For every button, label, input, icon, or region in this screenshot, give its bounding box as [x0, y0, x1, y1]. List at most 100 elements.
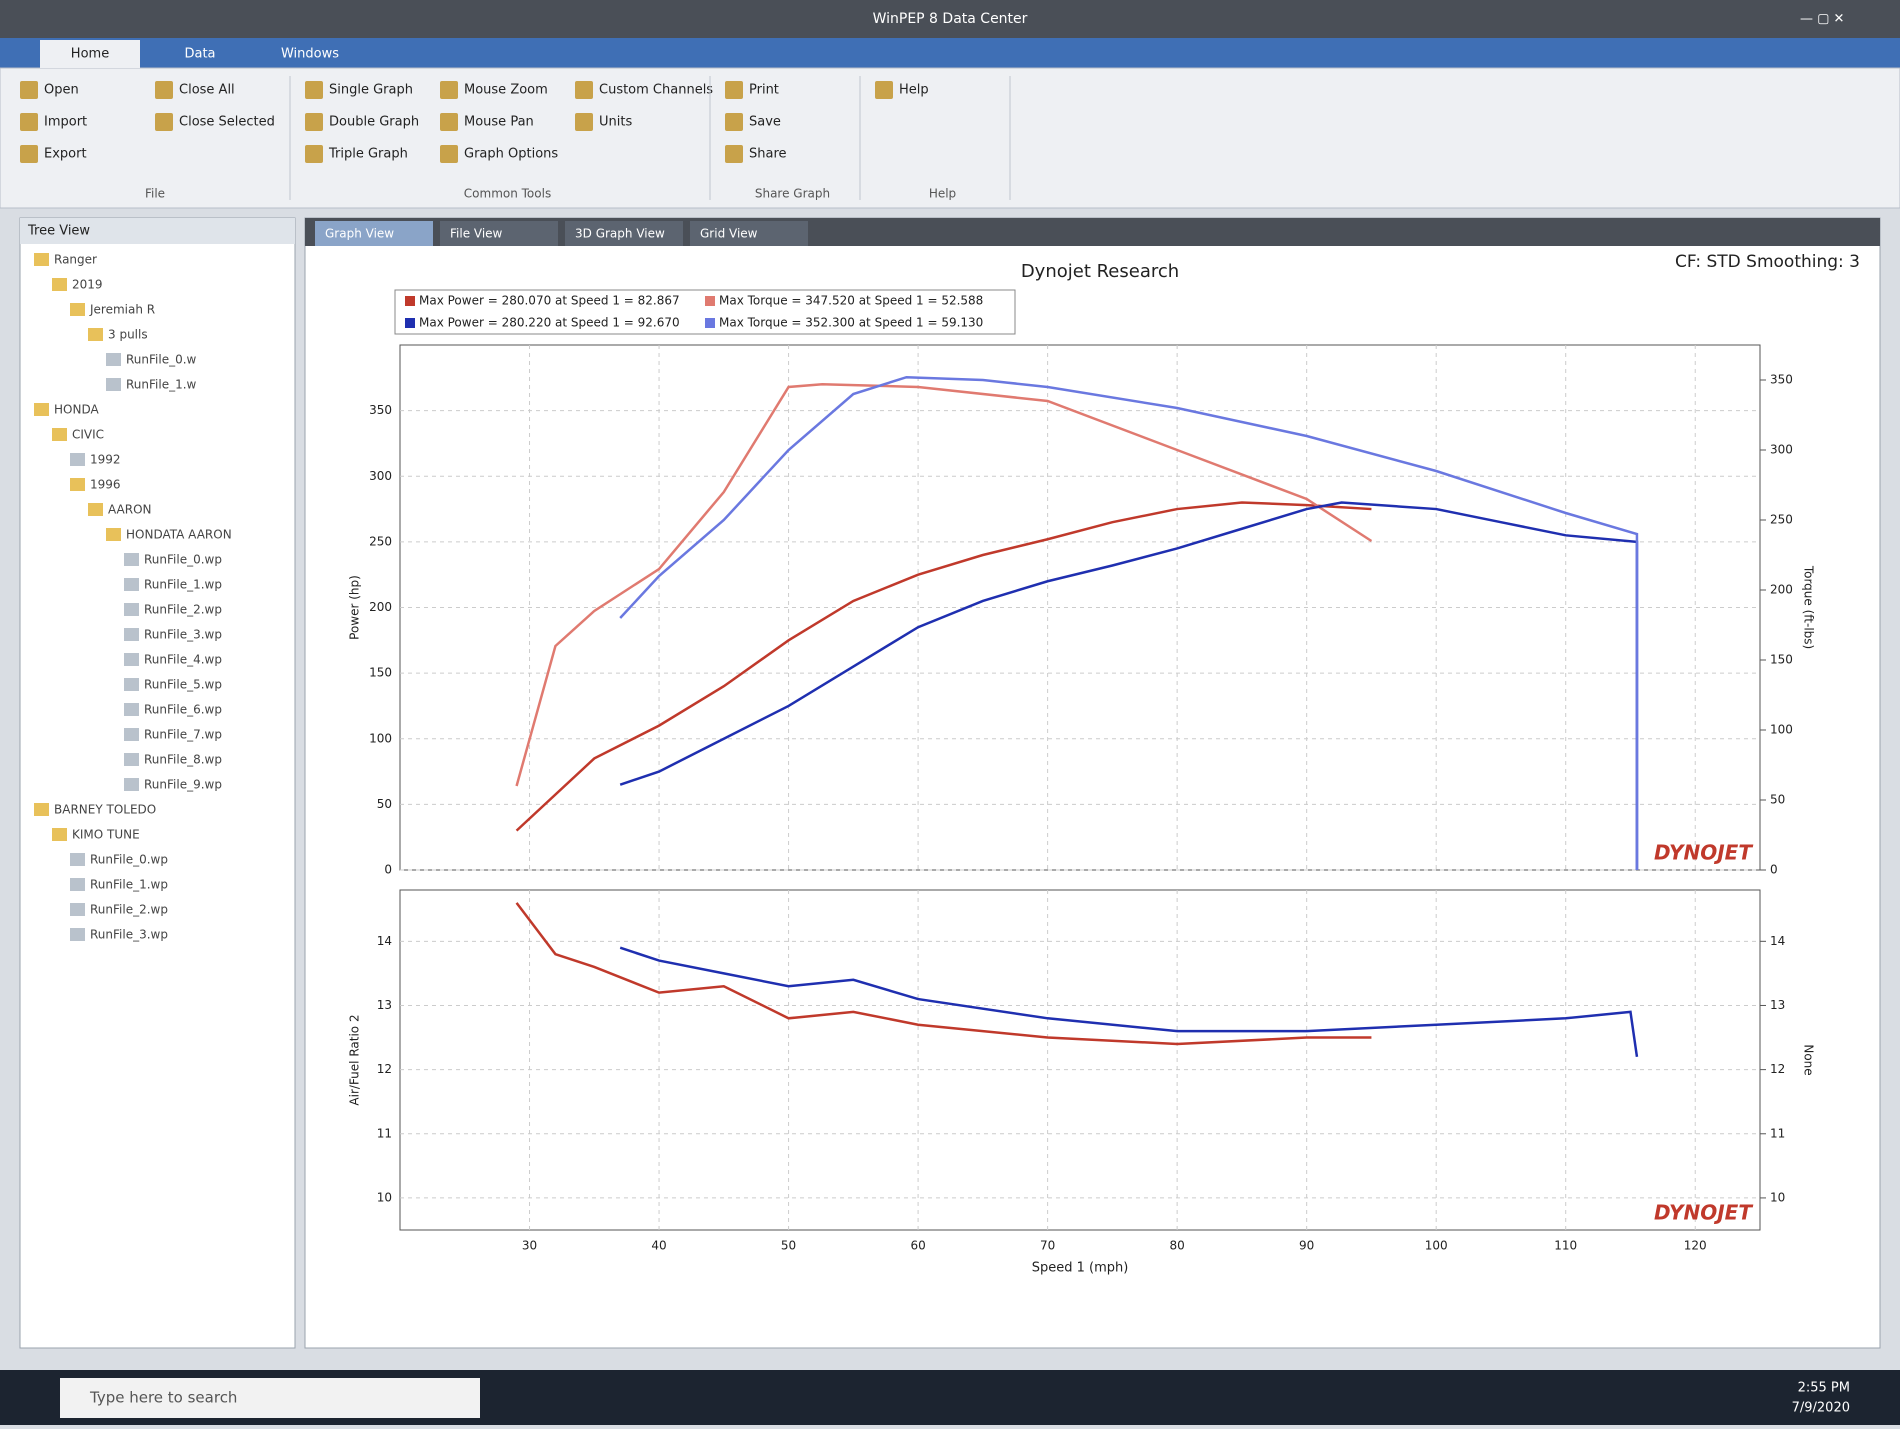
file-icon[interactable] [106, 378, 121, 391]
ribbon-button[interactable]: Mouse Zoom [464, 83, 548, 98]
tree-item[interactable]: RunFile_1.w [126, 378, 197, 392]
doc-tab-label[interactable]: 3D Graph View [575, 227, 665, 241]
doc-tab-label[interactable]: Grid View [700, 227, 758, 241]
file-icon[interactable] [70, 878, 85, 891]
tree-item[interactable]: 3 pulls [108, 328, 148, 342]
file-icon[interactable] [70, 453, 85, 466]
tree-item[interactable]: 1996 [90, 478, 121, 492]
ribbon-button[interactable]: Share [749, 147, 787, 162]
tree-item[interactable]: RunFile_9.wp [144, 778, 222, 792]
ribbon-icon[interactable] [575, 81, 593, 99]
ribbon-button[interactable]: Mouse Pan [464, 115, 534, 130]
ribbon-icon[interactable] [440, 81, 458, 99]
ribbon-button[interactable]: Export [44, 147, 87, 162]
file-icon[interactable] [124, 603, 139, 616]
tree-item[interactable]: RunFile_8.wp [144, 753, 222, 767]
tree-item[interactable]: RunFile_7.wp [144, 728, 222, 742]
tree-item[interactable]: RunFile_4.wp [144, 653, 222, 667]
folder-icon[interactable] [52, 428, 67, 441]
file-icon[interactable] [124, 753, 139, 766]
tree-item[interactable]: 2019 [72, 278, 103, 292]
search-box[interactable] [60, 1378, 480, 1418]
ribbon-button[interactable]: Units [599, 115, 632, 130]
ribbon-icon[interactable] [440, 145, 458, 163]
ribbon-button[interactable]: Double Graph [329, 115, 419, 130]
ribbon-button[interactable]: Single Graph [329, 83, 413, 98]
ribbon-tab-active[interactable] [40, 40, 140, 68]
ribbon-tab[interactable]: Home [71, 47, 109, 62]
tree-item[interactable]: HONDATA AARON [126, 528, 232, 542]
tree-item[interactable]: KIMO TUNE [72, 828, 140, 842]
file-icon[interactable] [124, 703, 139, 716]
folder-icon[interactable] [34, 253, 49, 266]
ribbon-icon[interactable] [305, 81, 323, 99]
doc-tab-label[interactable]: File View [450, 227, 503, 241]
ribbon-icon[interactable] [725, 113, 743, 131]
ribbon-button[interactable]: Open [44, 83, 79, 98]
ribbon-button[interactable]: Close All [179, 83, 235, 98]
ribbon-icon[interactable] [305, 113, 323, 131]
file-icon[interactable] [124, 653, 139, 666]
doc-tab-label[interactable]: Graph View [325, 227, 394, 241]
folder-icon[interactable] [70, 303, 85, 316]
folder-icon[interactable] [34, 803, 49, 816]
file-icon[interactable] [124, 578, 139, 591]
tree-item[interactable]: Jeremiah R [89, 303, 155, 317]
tree-item[interactable]: RunFile_5.wp [144, 678, 222, 692]
file-icon[interactable] [124, 678, 139, 691]
tree-item[interactable]: BARNEY TOLEDO [54, 803, 156, 817]
folder-icon[interactable] [88, 503, 103, 516]
tree-item[interactable]: RunFile_2.wp [90, 903, 168, 917]
folder-icon[interactable] [106, 528, 121, 541]
ribbon-icon[interactable] [725, 145, 743, 163]
doc-tab[interactable] [565, 221, 683, 246]
ribbon-tab[interactable]: Windows [281, 47, 339, 62]
ribbon-tab[interactable]: Data [184, 47, 215, 62]
ribbon-icon[interactable] [20, 113, 38, 131]
tree-item[interactable]: RunFile_0.w [126, 353, 197, 367]
tree-item[interactable]: RunFile_1.wp [144, 578, 222, 592]
ribbon-icon[interactable] [725, 81, 743, 99]
tree-item[interactable]: RunFile_2.wp [144, 603, 222, 617]
ribbon-icon[interactable] [20, 145, 38, 163]
file-icon[interactable] [70, 928, 85, 941]
doc-tab[interactable] [440, 221, 558, 246]
window-controls[interactable]: — ▢ ✕ [1800, 12, 1844, 27]
tree-item[interactable]: AARON [108, 503, 152, 517]
tree-item[interactable]: CIVIC [72, 428, 104, 442]
tree-item[interactable]: RunFile_1.wp [90, 878, 168, 892]
file-icon[interactable] [124, 553, 139, 566]
ribbon-icon[interactable] [875, 81, 893, 99]
ribbon-button[interactable]: Print [749, 83, 779, 98]
file-icon[interactable] [124, 628, 139, 641]
file-icon[interactable] [70, 903, 85, 916]
ribbon-button[interactable]: Graph Options [464, 147, 558, 162]
clock-date[interactable]: 7/9/2020 [1792, 1401, 1850, 1416]
file-icon[interactable] [106, 353, 121, 366]
doc-tab[interactable] [690, 221, 808, 246]
ribbon-icon[interactable] [20, 81, 38, 99]
tree-item[interactable]: RunFile_3.wp [144, 628, 222, 642]
ribbon-icon[interactable] [575, 113, 593, 131]
tree-item[interactable]: Ranger [54, 253, 97, 267]
clock-time[interactable]: 2:55 PM [1798, 1381, 1850, 1396]
ribbon-button[interactable]: Triple Graph [328, 147, 408, 162]
file-icon[interactable] [124, 778, 139, 791]
folder-icon[interactable] [70, 478, 85, 491]
tree-item[interactable]: RunFile_3.wp [90, 928, 168, 942]
ribbon-button[interactable]: Custom Channels [599, 83, 713, 98]
tree-item[interactable]: HONDA [54, 403, 99, 417]
ribbon-icon[interactable] [155, 81, 173, 99]
tree-item[interactable]: RunFile_6.wp [144, 703, 222, 717]
ribbon-icon[interactable] [305, 145, 323, 163]
ribbon-button[interactable]: Close Selected [179, 115, 275, 130]
folder-icon[interactable] [52, 828, 67, 841]
tree-item[interactable]: RunFile_0.wp [144, 553, 222, 567]
ribbon-button[interactable]: Save [749, 115, 781, 130]
ribbon-button[interactable]: Import [44, 115, 87, 130]
folder-icon[interactable] [52, 278, 67, 291]
folder-icon[interactable] [34, 403, 49, 416]
tree-item[interactable]: RunFile_0.wp [90, 853, 168, 867]
ribbon-icon[interactable] [440, 113, 458, 131]
file-icon[interactable] [124, 728, 139, 741]
